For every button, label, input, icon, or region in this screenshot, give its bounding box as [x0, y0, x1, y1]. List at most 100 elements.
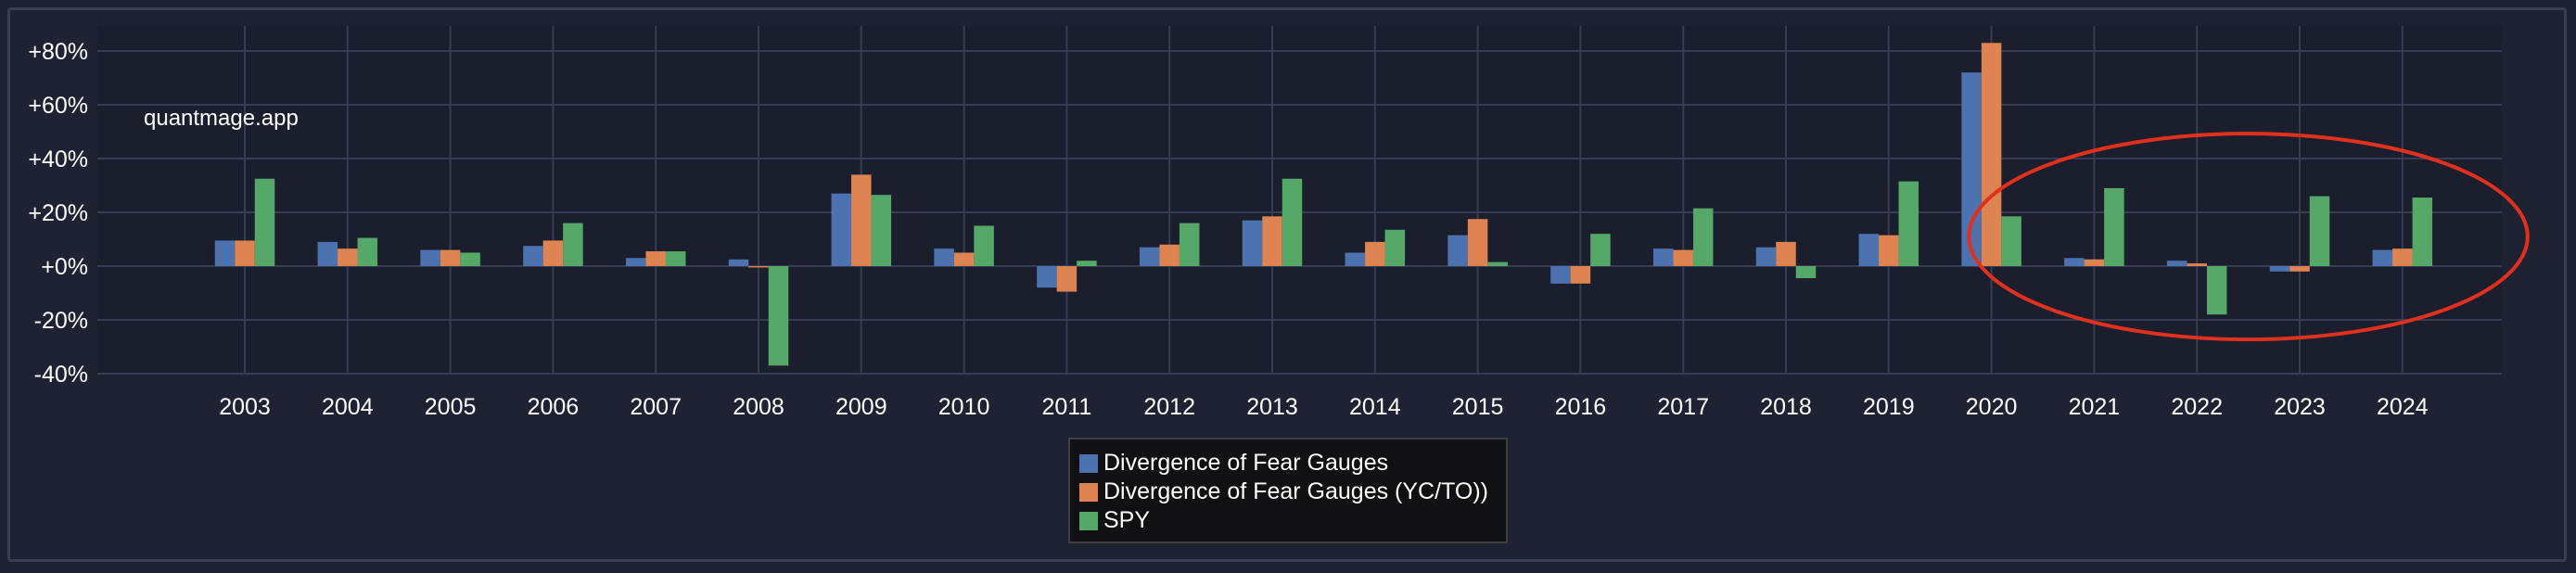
bar-2024-series-1[interactable]: [2392, 248, 2413, 266]
bar-2011-series-1[interactable]: [1056, 266, 1078, 292]
y-tick-label: +40%: [28, 146, 88, 172]
bar-2012-series-1[interactable]: [1159, 244, 1180, 266]
legend-item-dfg-yc[interactable]: Divergence of Fear Gauges (YC/TO)): [1079, 478, 1506, 506]
bar-2017-series-2[interactable]: [1692, 208, 1714, 266]
bar-2017-series-0[interactable]: [1652, 248, 1674, 266]
legend-item-spy[interactable]: SPY: [1079, 506, 1506, 535]
bar-2012-series-2[interactable]: [1179, 223, 1200, 266]
bar-2007-series-0[interactable]: [625, 258, 646, 266]
x-tick-label: 2009: [835, 394, 887, 420]
bar-2015-series-0[interactable]: [1447, 235, 1468, 266]
x-tick-label: 2014: [1349, 394, 1401, 420]
bar-2004-series-1[interactable]: [338, 248, 358, 266]
legend-swatch-dfg-yc: [1079, 482, 1098, 502]
bar-2014-series-1[interactable]: [1365, 241, 1385, 266]
x-tick-label: 2022: [2171, 394, 2223, 420]
bar-2023-series-2[interactable]: [2309, 196, 2330, 266]
x-tick-label: 2005: [425, 394, 477, 420]
bar-2004-series-0[interactable]: [317, 241, 338, 266]
bar-2016-series-0[interactable]: [1550, 266, 1571, 284]
x-tick-label: 2015: [1452, 394, 1504, 420]
bar-2013-series-2[interactable]: [1282, 178, 1303, 266]
bar-2006-series-1[interactable]: [542, 240, 564, 266]
legend-label-spy: SPY: [1103, 507, 1151, 533]
bar-2006-series-2[interactable]: [563, 223, 583, 266]
bar-2007-series-1[interactable]: [645, 251, 666, 266]
bar-2018-series-2[interactable]: [1795, 266, 1817, 279]
legend-swatch-spy: [1079, 511, 1098, 530]
bar-2019-series-2[interactable]: [1898, 181, 1919, 266]
bar-2014-series-2[interactable]: [1384, 229, 1406, 266]
bar-2013-series-0[interactable]: [1242, 220, 1263, 266]
bar-2022-series-0[interactable]: [2166, 261, 2187, 266]
bar-2019-series-0[interactable]: [1858, 234, 1880, 266]
bar-2020-series-0[interactable]: [1961, 72, 1982, 266]
bar-2015-series-1[interactable]: [1467, 219, 1488, 266]
bar-2014-series-0[interactable]: [1345, 252, 1366, 267]
x-tick-label: 2021: [2069, 394, 2121, 420]
bar-2004-series-2[interactable]: [357, 237, 378, 266]
bar-2012-series-0[interactable]: [1139, 247, 1160, 266]
bar-2020-series-1[interactable]: [1981, 43, 2002, 266]
x-tick-label: 2003: [219, 394, 271, 420]
bar-2010-series-0[interactable]: [934, 248, 954, 266]
bar-2005-series-1[interactable]: [440, 249, 461, 266]
y-tick-label: -20%: [34, 308, 88, 334]
bar-2005-series-2[interactable]: [460, 252, 480, 267]
y-tick-label: +60%: [28, 93, 88, 119]
bar-2023-series-1[interactable]: [2289, 266, 2310, 272]
bars: [214, 43, 2433, 366]
bar-2024-series-0[interactable]: [2372, 249, 2393, 266]
legend-label-dfg: Divergence of Fear Gauges: [1103, 450, 1389, 476]
bar-2019-series-1[interactable]: [1879, 235, 1899, 266]
bar-2009-series-1[interactable]: [851, 174, 872, 266]
bar-2022-series-2[interactable]: [2206, 266, 2227, 315]
bar-2008-series-0[interactable]: [728, 259, 749, 266]
bar-2009-series-0[interactable]: [831, 193, 852, 266]
bar-2016-series-2[interactable]: [1590, 234, 1611, 266]
bar-2021-series-2[interactable]: [2104, 187, 2124, 266]
legend[interactable]: Divergence of Fear Gauges Divergence of …: [1068, 438, 1508, 543]
legend-item-dfg[interactable]: Divergence of Fear Gauges: [1079, 449, 1506, 478]
x-tick-label: 2024: [2377, 394, 2429, 420]
x-tick-label: 2016: [1555, 394, 1607, 420]
bar-2003-series-0[interactable]: [214, 240, 236, 266]
y-axis-ticks: -40% -20% +0% +20% +40% +60% +80%: [28, 39, 88, 388]
legend-swatch-dfg: [1079, 453, 1098, 473]
bar-2024-series-2[interactable]: [2412, 197, 2433, 266]
bar-2016-series-1[interactable]: [1570, 266, 1591, 284]
bar-2015-series-2[interactable]: [1487, 261, 1508, 266]
bar-2013-series-1[interactable]: [1262, 216, 1282, 266]
bar-2011-series-2[interactable]: [1077, 261, 1097, 266]
bar-2009-series-2[interactable]: [871, 195, 892, 266]
bar-2021-series-1[interactable]: [2084, 259, 2105, 266]
watermark-text: quantmage.app: [144, 106, 299, 131]
bar-2008-series-1[interactable]: [748, 266, 769, 268]
highlight-ellipse: [1967, 132, 2530, 342]
bar-2011-series-0[interactable]: [1037, 266, 1057, 288]
bar-2010-series-1[interactable]: [953, 252, 975, 267]
bar-2008-series-2[interactable]: [768, 266, 789, 366]
bar-2018-series-1[interactable]: [1776, 241, 1796, 266]
x-tick-label: 2023: [2274, 394, 2326, 420]
bar-2022-series-1[interactable]: [2187, 263, 2207, 266]
x-tick-label: 2012: [1143, 394, 1195, 420]
x-tick-label: 2007: [630, 394, 682, 420]
bar-2023-series-0[interactable]: [2269, 266, 2290, 272]
legend-label-dfg-yc: Divergence of Fear Gauges (YC/TO)): [1103, 478, 1488, 504]
y-tick-label: -40%: [34, 362, 88, 388]
bar-2017-series-1[interactable]: [1673, 249, 1693, 266]
bar-2005-series-0[interactable]: [420, 249, 440, 266]
bar-2007-series-2[interactable]: [665, 251, 686, 266]
bar-2018-series-0[interactable]: [1755, 247, 1777, 266]
bar-2020-series-2[interactable]: [2001, 216, 2021, 266]
bar-2006-series-0[interactable]: [523, 246, 543, 266]
bar-2003-series-2[interactable]: [254, 178, 275, 266]
bar-2021-series-0[interactable]: [2064, 258, 2085, 266]
bar-2003-series-1[interactable]: [235, 240, 255, 266]
x-tick-label: 2008: [733, 394, 784, 420]
x-tick-label: 2020: [1966, 394, 2018, 420]
bar-2010-series-2[interactable]: [974, 225, 994, 267]
x-axis-ticks: 2003 2004 2005 2006 2007 2008 2009 2010 2011 2012…: [219, 394, 2429, 420]
x-tick-label: 2018: [1760, 394, 1812, 420]
